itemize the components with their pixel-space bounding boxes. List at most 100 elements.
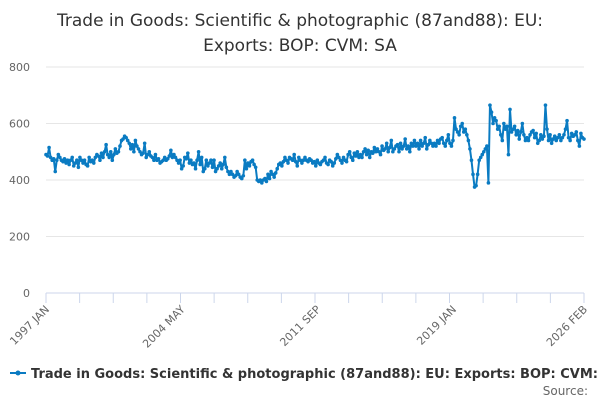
data-point[interactable] (207, 161, 212, 165)
data-point[interactable] (278, 161, 283, 165)
data-point[interactable] (187, 161, 192, 165)
data-point[interactable] (554, 138, 559, 143)
data-point[interactable] (545, 127, 549, 131)
data-point[interactable] (374, 149, 378, 154)
data-point[interactable] (175, 158, 179, 163)
data-point[interactable] (420, 144, 424, 148)
data-point[interactable] (375, 147, 380, 151)
data-point[interactable] (127, 141, 132, 146)
data-point[interactable] (534, 131, 539, 136)
data-point[interactable] (51, 157, 56, 161)
data-point[interactable] (260, 181, 264, 185)
data-point[interactable] (371, 151, 375, 155)
data-point[interactable] (475, 172, 480, 177)
data-point[interactable] (350, 158, 355, 163)
data-point[interactable] (326, 162, 330, 167)
data-point[interactable] (156, 157, 161, 161)
data-point[interactable] (209, 158, 213, 163)
data-point[interactable] (334, 157, 338, 161)
data-point[interactable] (105, 152, 110, 157)
data-point[interactable] (463, 127, 468, 131)
data-point[interactable] (525, 135, 529, 140)
data-point[interactable] (206, 164, 210, 168)
data-point[interactable] (543, 103, 548, 107)
data-point[interactable] (264, 179, 269, 184)
data-point[interactable] (417, 147, 421, 151)
data-point[interactable] (400, 147, 404, 151)
data-point[interactable] (532, 135, 537, 140)
data-point[interactable] (508, 107, 512, 112)
data-point[interactable] (132, 149, 136, 154)
data-point[interactable] (293, 159, 298, 164)
data-point[interactable] (312, 159, 317, 164)
data-point[interactable] (520, 121, 525, 126)
data-point[interactable] (566, 135, 571, 140)
data-point[interactable] (199, 155, 204, 160)
data-point[interactable] (283, 155, 287, 160)
data-point[interactable] (403, 137, 407, 141)
data-point[interactable] (384, 141, 389, 146)
data-point[interactable] (138, 149, 142, 154)
data-point[interactable] (360, 155, 364, 160)
data-point[interactable] (67, 162, 71, 167)
data-point[interactable] (458, 124, 463, 129)
data-point[interactable] (512, 124, 517, 129)
data-point[interactable] (172, 152, 176, 157)
data-point[interactable] (87, 155, 91, 160)
data-point[interactable] (421, 141, 426, 146)
legend[interactable]: Trade in Goods: Scientific & photographi… (10, 367, 600, 382)
data-point[interactable] (313, 164, 318, 168)
data-point[interactable] (204, 158, 209, 163)
data-point[interactable] (144, 155, 148, 160)
data-point[interactable] (267, 176, 272, 181)
data-point[interactable] (480, 152, 485, 157)
data-point[interactable] (295, 164, 300, 168)
data-point[interactable] (186, 151, 190, 155)
data-point[interactable] (546, 138, 551, 143)
data-point[interactable] (389, 138, 394, 143)
data-point[interactable] (145, 152, 150, 157)
data-point[interactable] (241, 173, 246, 178)
data-point[interactable] (227, 172, 232, 177)
data-point[interactable] (511, 127, 515, 131)
data-point[interactable] (226, 169, 230, 174)
data-point[interactable] (48, 155, 53, 160)
data-point[interactable] (201, 169, 206, 174)
data-point[interactable] (486, 181, 491, 185)
data-point[interactable] (99, 151, 104, 155)
data-point[interactable] (437, 141, 441, 146)
data-point[interactable] (366, 148, 370, 153)
data-point[interactable] (465, 133, 469, 137)
data-point[interactable] (503, 127, 508, 131)
data-point[interactable] (219, 166, 224, 171)
data-point[interactable] (79, 158, 84, 163)
data-point[interactable] (85, 164, 90, 168)
data-point[interactable] (395, 142, 400, 147)
data-point[interactable] (432, 141, 437, 146)
data-point[interactable] (491, 121, 495, 126)
data-point[interactable] (423, 135, 428, 140)
data-point[interactable] (347, 149, 352, 154)
data-point[interactable] (64, 161, 68, 165)
data-point[interactable] (290, 158, 295, 163)
data-point[interactable] (406, 144, 411, 148)
data-point[interactable] (414, 144, 418, 148)
data-point[interactable] (559, 138, 563, 143)
data-point[interactable] (110, 158, 115, 163)
data-point[interactable] (135, 144, 139, 148)
data-point[interactable] (215, 166, 219, 171)
data-point[interactable] (519, 130, 523, 134)
data-point[interactable] (108, 149, 113, 154)
data-point[interactable] (582, 137, 586, 141)
data-point[interactable] (576, 138, 580, 143)
data-point[interactable] (460, 121, 465, 126)
data-point[interactable] (250, 158, 255, 163)
data-point[interactable] (76, 165, 81, 170)
data-point[interactable] (252, 162, 256, 167)
data-point[interactable] (528, 133, 532, 137)
data-point[interactable] (411, 144, 415, 148)
data-point[interactable] (514, 133, 518, 137)
data-point[interactable] (542, 134, 546, 139)
data-point[interactable] (445, 138, 449, 143)
data-point[interactable] (531, 128, 535, 133)
